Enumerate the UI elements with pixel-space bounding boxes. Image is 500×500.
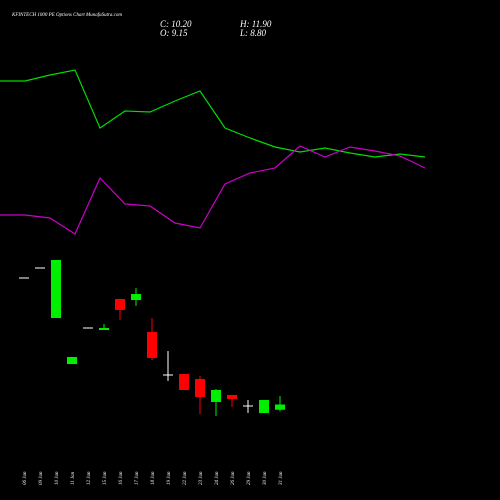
- candle-body: [243, 405, 253, 407]
- x-tick-label: 22 Jan: [183, 471, 188, 485]
- x-tick-label: 16 Jan: [119, 471, 124, 485]
- indicator-line: [0, 145, 426, 235]
- x-tick-label: 12 Jan: [87, 471, 92, 485]
- candle-body: [115, 299, 125, 310]
- x-tick-label: 26 Jan: [231, 471, 236, 485]
- x-tick-label: 17 Jan: [135, 471, 140, 485]
- open-label: O: 9.15: [160, 28, 188, 38]
- x-tick-label: 10 Jan: [55, 471, 60, 485]
- candle-body: [67, 357, 77, 364]
- x-tick-label: 31 Jan: [279, 471, 284, 485]
- candle-body: [131, 294, 141, 300]
- candle-body: [83, 327, 93, 329]
- candle-body: [19, 277, 29, 279]
- chart-title: KFINTECH 1000 PE Options Chart MunafaSut…: [11, 13, 122, 18]
- x-tick-label: 15 Jan: [103, 471, 108, 485]
- indicator-line: [0, 69, 426, 158]
- x-tick-label: 18 Jan: [151, 471, 156, 485]
- candle-body: [195, 379, 205, 397]
- x-tick-label: 11 Jan: [71, 471, 76, 485]
- candle-body: [179, 374, 189, 390]
- candle-body: [99, 328, 109, 330]
- high-label: H: 11.90: [239, 19, 272, 29]
- x-tick-label: 24 Jan: [215, 471, 220, 485]
- x-tick-label: 06 Jan: [23, 471, 28, 485]
- x-tick-label: 19 Jan: [167, 471, 172, 485]
- candle-body: [211, 390, 221, 402]
- candle-body: [259, 400, 269, 413]
- close-label: C: 10.20: [160, 19, 192, 29]
- low-label: L: 8.80: [239, 28, 267, 38]
- x-tick-label: 29 Jan: [247, 471, 252, 485]
- candle-body: [35, 267, 45, 269]
- x-tick-label: 23 Jan: [199, 471, 204, 485]
- candle-body: [51, 260, 61, 318]
- x-tick-label: 09 Jan: [39, 471, 44, 485]
- candle-body: [147, 332, 157, 358]
- candle-body: [275, 404, 285, 410]
- candle-body: [163, 374, 173, 376]
- x-tick-label: 30 Jan: [263, 471, 268, 485]
- candle-body: [227, 395, 237, 399]
